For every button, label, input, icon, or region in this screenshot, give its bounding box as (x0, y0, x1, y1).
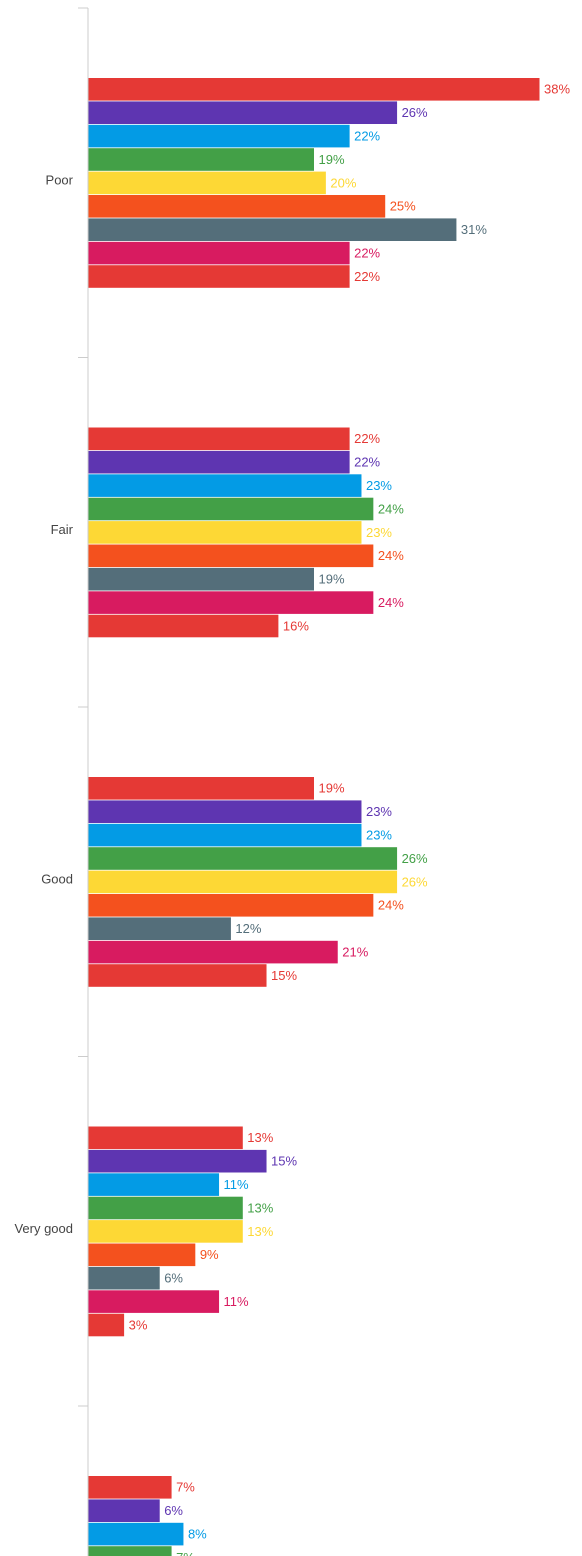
bar (88, 870, 398, 894)
bar (88, 567, 314, 591)
bar (88, 218, 457, 241)
data-label: 6% (164, 1271, 183, 1286)
bar (88, 847, 398, 870)
data-label: 31% (461, 222, 487, 237)
bar (88, 101, 398, 124)
value-labels: 38% 26% 22% 19% 20% 25% 31% 22% 22% 22% 22% 23% 24% 2… (129, 82, 571, 1556)
data-label: 23% (366, 804, 392, 819)
bar (88, 800, 362, 823)
data-label: 13% (247, 1224, 273, 1239)
bar (88, 591, 374, 614)
bar (88, 964, 267, 987)
bar (88, 777, 314, 800)
bar (88, 450, 350, 474)
bar (88, 1546, 172, 1556)
bar (88, 1126, 243, 1150)
data-label: 16% (283, 618, 309, 633)
bar (88, 195, 386, 218)
data-label: 6% (164, 1503, 183, 1518)
data-label: 13% (247, 1130, 273, 1145)
category-label: Good (41, 872, 73, 887)
data-label: 19% (319, 572, 345, 587)
bar (88, 497, 374, 521)
data-label: 26% (402, 105, 428, 120)
bar (88, 171, 326, 195)
data-label: 24% (378, 898, 404, 913)
data-label: 20% (330, 175, 356, 190)
bar (88, 148, 314, 171)
data-label: 23% (366, 828, 392, 843)
data-label: 7% (176, 1550, 195, 1556)
bar (88, 1266, 160, 1290)
bar (88, 614, 279, 638)
data-label: 22% (354, 431, 380, 446)
data-label: 25% (390, 199, 416, 214)
data-label: 38% (544, 82, 570, 97)
bars (88, 78, 540, 1556)
bar (88, 1220, 243, 1243)
data-label: 7% (176, 1480, 195, 1495)
bar (88, 1173, 220, 1196)
category-label: Very good (14, 1221, 73, 1236)
data-label: 15% (271, 1154, 297, 1169)
data-label: 22% (354, 129, 380, 144)
bar (88, 1499, 160, 1522)
bar (88, 265, 350, 288)
data-label: 19% (319, 152, 345, 167)
data-label: 12% (235, 921, 261, 936)
bar (88, 124, 350, 148)
data-label: 22% (354, 246, 380, 261)
data-label: 11% (224, 1177, 249, 1192)
bar (88, 823, 362, 847)
bar (88, 544, 374, 568)
category-label: Poor (46, 173, 74, 188)
data-label: 11% (224, 1294, 249, 1309)
bar (88, 474, 362, 497)
bar (88, 521, 362, 544)
data-label: 19% (319, 781, 345, 796)
bar (88, 1476, 172, 1499)
data-label: 15% (271, 968, 297, 983)
bar (88, 917, 231, 940)
data-label: 13% (247, 1200, 273, 1215)
data-label: 3% (129, 1317, 148, 1332)
bar (88, 1313, 125, 1337)
data-label: 24% (378, 501, 404, 516)
category-label: Fair (51, 522, 74, 537)
data-label: 24% (378, 548, 404, 563)
bar (88, 894, 374, 917)
category-ticks (78, 7, 88, 1407)
bar (88, 78, 540, 101)
bar (88, 1149, 267, 1173)
data-label: 22% (354, 455, 380, 470)
bar (88, 940, 338, 964)
data-label: 23% (366, 525, 392, 540)
data-label: 9% (200, 1247, 219, 1262)
data-label: 23% (366, 478, 392, 493)
data-label: 26% (402, 874, 428, 889)
bar (88, 427, 350, 451)
data-label: 24% (378, 595, 404, 610)
category-labels: Poor Fair Good Very good (14, 173, 73, 1237)
data-label: 26% (402, 851, 428, 866)
data-label: 22% (354, 269, 380, 284)
data-label: 8% (188, 1527, 207, 1542)
bar (88, 1243, 196, 1267)
bar (88, 1522, 184, 1546)
bar (88, 1290, 220, 1313)
data-label: 21% (342, 945, 368, 960)
bar (88, 1196, 243, 1220)
bar (88, 241, 350, 265)
